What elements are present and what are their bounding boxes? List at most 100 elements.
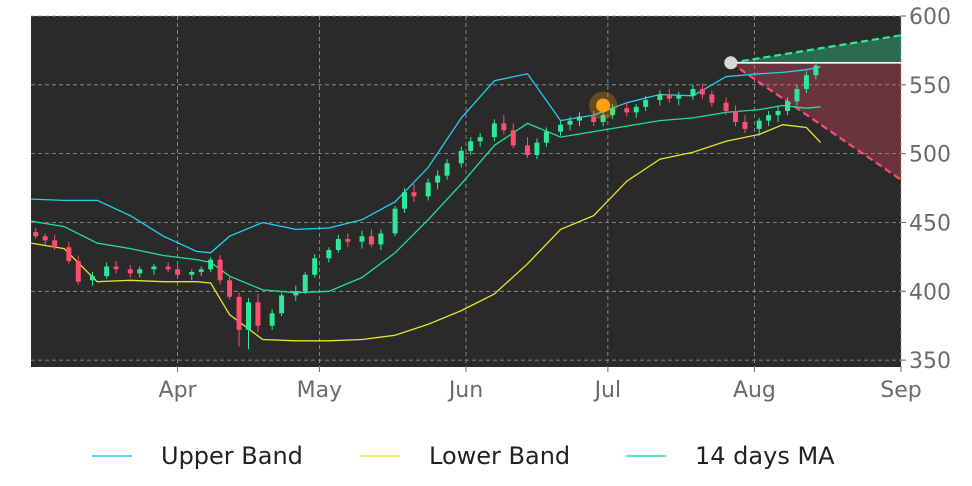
candle-0 <box>33 227 39 239</box>
candle-47 <box>558 120 564 136</box>
candle-56 <box>657 90 663 106</box>
candle-51 <box>600 112 606 127</box>
candle-19 <box>246 298 251 350</box>
plot-area <box>30 15 902 367</box>
candle-1 <box>42 233 48 245</box>
candle-body <box>113 266 119 270</box>
y-tick-label-1: 400 <box>909 280 951 305</box>
candle-body <box>468 141 474 151</box>
x-tick-label-2: Jun <box>447 378 483 403</box>
candle-57 <box>666 88 672 103</box>
candle-10 <box>151 263 157 275</box>
forecast-upper-line <box>730 34 902 64</box>
candle-body <box>326 250 332 259</box>
candle-54 <box>633 104 639 118</box>
candle-body <box>75 261 81 282</box>
candle-53 <box>624 102 630 117</box>
candle-body <box>368 236 374 245</box>
legend-item-1: Lower Band <box>360 442 570 470</box>
series-line-1 <box>30 124 822 342</box>
candle-31 <box>378 229 384 250</box>
y-tick-label-4: 550 <box>909 74 951 99</box>
candle-body <box>302 274 308 292</box>
candle-21 <box>269 309 275 330</box>
candle-6 <box>104 262 110 279</box>
candle-body <box>335 238 341 250</box>
candle-body <box>89 276 95 281</box>
series-line-2 <box>30 104 821 294</box>
candle-body <box>392 208 398 234</box>
legend-label: 14 days MA <box>695 442 835 470</box>
legend-item-2: 14 days MA <box>626 442 835 470</box>
candle-body <box>477 137 483 142</box>
candle-59 <box>690 84 696 100</box>
candle-body <box>137 269 143 274</box>
candle-63 <box>733 105 739 127</box>
candle-36 <box>435 170 441 190</box>
candle-body <box>208 259 214 270</box>
candle-3 <box>66 241 72 264</box>
candle-8 <box>127 265 133 278</box>
candle-body <box>255 302 261 326</box>
candle-body <box>33 232 39 237</box>
candle-body <box>491 123 497 138</box>
candle-body <box>742 121 748 129</box>
candle-body <box>510 130 516 146</box>
candle-body <box>643 99 649 107</box>
candle-67 <box>775 105 781 122</box>
candle-body <box>312 258 318 275</box>
candle-body <box>567 120 573 125</box>
candle-body <box>699 88 705 95</box>
x-tick-label-1: May <box>297 378 342 403</box>
marker-1 <box>724 56 738 70</box>
candle-body <box>246 302 251 330</box>
legend: Upper Band Lower Band 14 days MA <box>92 442 835 470</box>
candle-22 <box>279 292 285 317</box>
candle-15 <box>208 256 214 273</box>
candle-66 <box>766 110 772 127</box>
candle-14 <box>198 266 204 277</box>
candle-body <box>127 269 133 274</box>
y-tick-label-0: 350 <box>909 349 951 374</box>
x-tick-label-0: Apr <box>159 378 198 403</box>
candle-26 <box>326 247 332 263</box>
candle-body <box>733 110 739 122</box>
candle-body <box>345 238 351 242</box>
candle-body <box>794 88 800 102</box>
candle-body <box>198 269 204 273</box>
candle-30 <box>368 229 374 248</box>
candle-body <box>444 163 450 176</box>
candle-11 <box>165 262 171 273</box>
candle-body <box>411 192 417 197</box>
candle-body <box>756 120 762 129</box>
candle-4 <box>75 255 81 285</box>
candle-44 <box>524 137 530 158</box>
candle-12 <box>175 265 181 278</box>
candle-60 <box>699 83 705 99</box>
candle-body <box>359 236 365 242</box>
candle-body <box>151 266 157 270</box>
candle-48 <box>567 116 573 131</box>
candle-29 <box>359 230 365 249</box>
candle-34 <box>411 183 417 202</box>
candle-body <box>458 150 464 164</box>
candle-body <box>425 182 431 197</box>
candles <box>33 61 819 350</box>
candle-9 <box>137 266 143 278</box>
candle-body <box>690 88 696 96</box>
candle-49 <box>576 112 582 127</box>
candle-39 <box>468 137 474 156</box>
x-tick-label-4: Aug <box>733 378 776 403</box>
candle-body <box>236 296 242 330</box>
forecast-lower-line <box>730 61 902 181</box>
candle-43 <box>510 123 516 149</box>
y-tick-label-3: 500 <box>909 143 951 168</box>
candle-body <box>558 124 564 132</box>
candle-40 <box>477 133 483 147</box>
candle-58 <box>676 91 682 106</box>
candle-35 <box>425 178 431 201</box>
candle-23 <box>293 285 299 301</box>
markers <box>589 56 738 120</box>
forecast-region <box>730 34 902 181</box>
